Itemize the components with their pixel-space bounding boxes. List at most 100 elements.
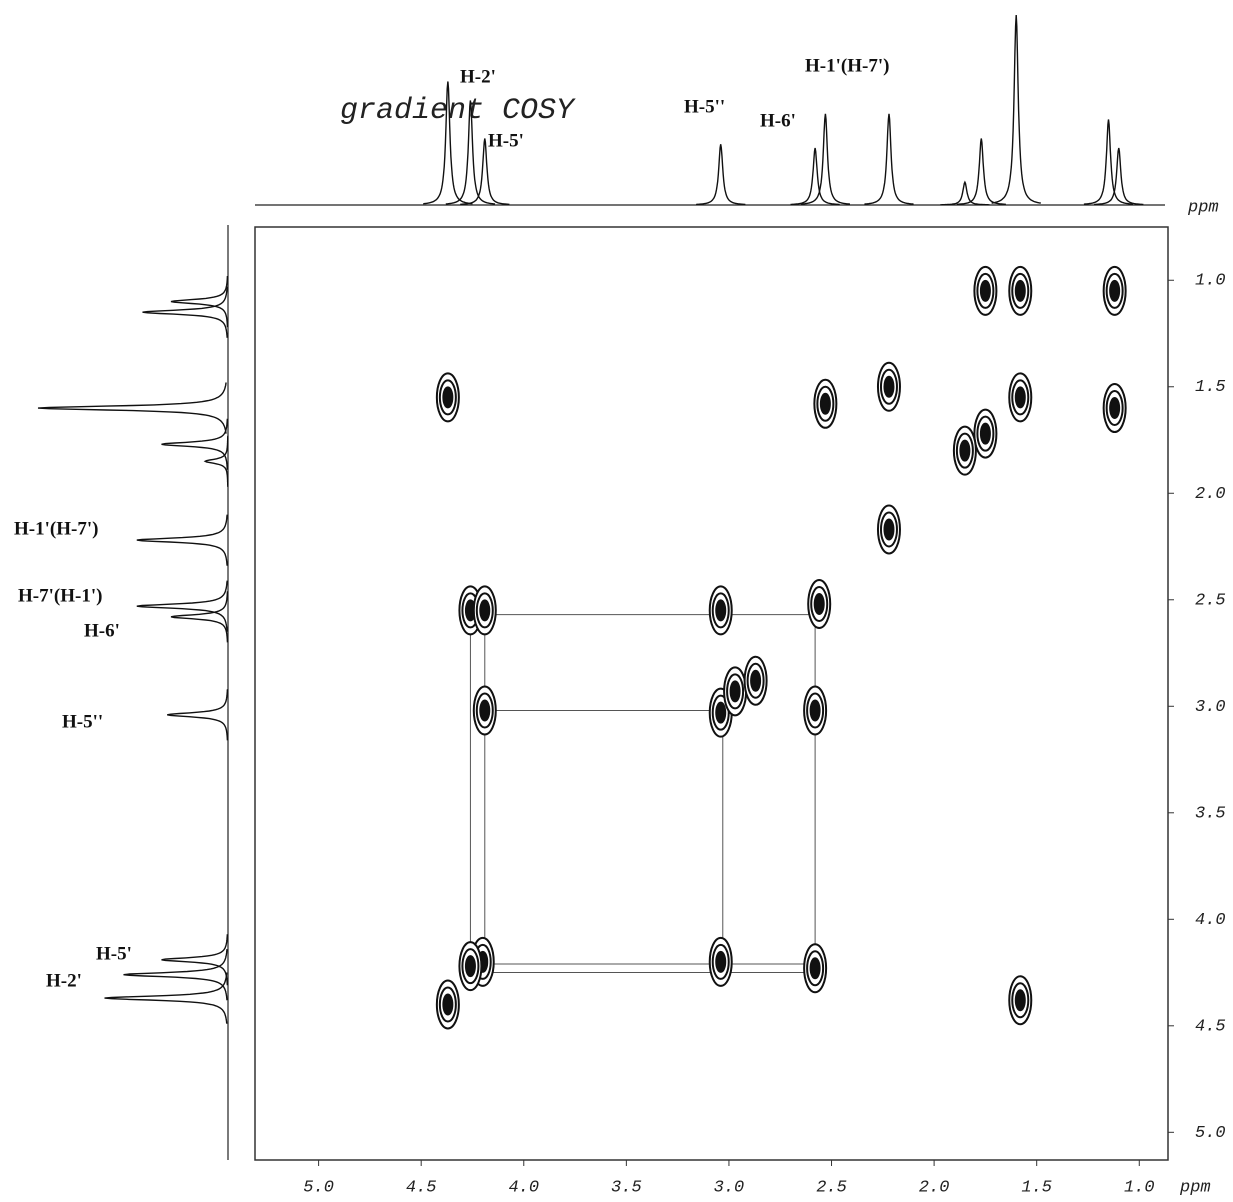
contour — [1109, 279, 1121, 302]
cross-peak — [807, 579, 832, 630]
peak-label: H-6' — [760, 110, 796, 131]
x-tick-label: 4.5 — [406, 1178, 437, 1197]
cross-peak — [973, 265, 998, 316]
cross-peak — [435, 372, 460, 423]
contour — [809, 699, 821, 722]
x-tick-label: 3.5 — [611, 1178, 642, 1197]
cross-peak — [803, 685, 828, 736]
contour — [479, 599, 491, 622]
peak-label: H-7'(H-1') — [18, 585, 102, 606]
top-spectrum-peak — [460, 138, 510, 205]
cross-peak — [708, 585, 733, 636]
cross-peak — [1008, 265, 1033, 316]
left-spectrum-peak — [142, 286, 228, 338]
y-tick-label: 5.0 — [1195, 1124, 1226, 1143]
y-tick-label: 3.0 — [1195, 698, 1226, 717]
plot-frame — [254, 226, 1169, 1161]
left-spectrum-peak — [170, 591, 229, 643]
x-tick-label: 3.0 — [714, 1178, 745, 1197]
cross-peak — [708, 936, 733, 987]
cross-peak — [813, 378, 838, 429]
cross-peak — [876, 361, 901, 412]
top-spectrum-peak — [696, 144, 746, 206]
contour — [819, 392, 831, 415]
left-spectrum-peak — [170, 276, 229, 328]
left-spectrum-peak — [136, 580, 228, 632]
cross-peak — [1008, 975, 1033, 1026]
contour — [464, 955, 476, 978]
contour — [729, 680, 741, 703]
x-tick-label: 1.5 — [1021, 1178, 1052, 1197]
left-spectrum-peak — [161, 934, 228, 986]
cross-peak — [472, 585, 497, 636]
left-spectrum-peak — [123, 949, 228, 1001]
cross-peak — [1008, 372, 1033, 423]
contour — [1109, 397, 1121, 420]
y-tick-label: 3.5 — [1195, 804, 1226, 823]
left-spectrum-peak — [104, 972, 228, 1024]
cross-peak — [973, 408, 998, 459]
contour — [959, 439, 971, 462]
contour — [715, 950, 727, 973]
peak-label: H-6' — [84, 620, 120, 641]
top-spectrum-peak — [1094, 147, 1144, 206]
contour — [715, 701, 727, 724]
peak-label: H-1'(H-7') — [14, 518, 98, 539]
left-spectrum-peak — [203, 435, 229, 487]
top-spectrum-peak — [991, 14, 1041, 204]
left-spectrum-peak — [37, 382, 227, 434]
x-tick-label: 2.0 — [919, 1178, 950, 1197]
top-spectrum-peak — [445, 100, 496, 205]
y-tick-label: 1.5 — [1195, 378, 1226, 397]
peak-label: H-2' — [460, 66, 496, 87]
y-axis-label: ppm — [1179, 1178, 1211, 1197]
cross-peak — [723, 666, 748, 717]
y-tick-label: 2.0 — [1195, 485, 1226, 504]
top-spectrum-peak — [1083, 119, 1134, 205]
peak-label: H-5'' — [62, 711, 103, 732]
contour — [479, 699, 491, 722]
left-spectrum-peak — [167, 689, 229, 741]
cross-peak — [1102, 265, 1127, 316]
left-spectrum-peak — [161, 418, 228, 470]
contour — [715, 599, 727, 622]
chart-title: gradient COSY — [340, 94, 576, 128]
top-spectrum-peak — [790, 147, 840, 206]
contour — [442, 993, 454, 1016]
peak-label: H-2' — [46, 970, 82, 991]
peak-label: H-5' — [96, 943, 132, 964]
cross-peak — [743, 655, 768, 706]
y-tick-label: 2.5 — [1195, 591, 1226, 610]
contour — [442, 386, 454, 409]
contour — [979, 279, 991, 302]
cross-peak — [458, 941, 483, 992]
x-axis-label: ppm — [1187, 198, 1219, 217]
top-spectrum-peak — [956, 138, 1006, 205]
peak-label: H-1'(H-7') — [805, 55, 889, 76]
contour — [1014, 279, 1026, 302]
peak-label: H-5'' — [684, 96, 725, 117]
top-spectrum-peak — [800, 113, 850, 205]
x-tick-label: 5.0 — [303, 1178, 334, 1197]
cross-peak — [803, 943, 828, 994]
contour — [750, 669, 762, 692]
peak-label: H-5' — [488, 130, 524, 151]
cross-peak — [1102, 383, 1127, 434]
top-spectrum-peak — [864, 113, 914, 205]
cross-peak — [952, 425, 977, 476]
x-tick-label: 2.5 — [816, 1178, 847, 1197]
contour — [1014, 386, 1026, 409]
contour — [883, 375, 895, 398]
left-spectrum-peak — [136, 514, 228, 566]
cross-peak — [876, 504, 901, 555]
x-tick-label: 1.0 — [1124, 1178, 1155, 1197]
y-tick-label: 4.0 — [1195, 911, 1226, 930]
top-spectrum-peak — [423, 81, 473, 205]
contour — [979, 422, 991, 445]
top-spectrum-peak — [940, 180, 990, 206]
y-tick-label: 1.0 — [1195, 272, 1226, 291]
contour — [813, 593, 825, 616]
contour — [809, 957, 821, 980]
cross-peak — [435, 979, 460, 1030]
